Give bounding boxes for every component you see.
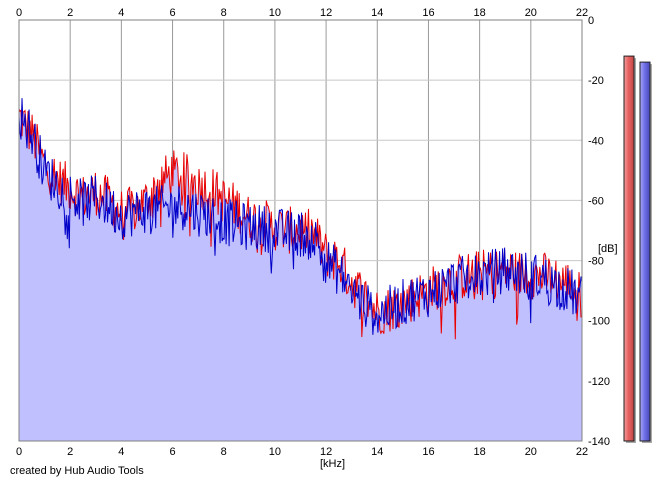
x-tick-label-top: 2	[67, 7, 73, 19]
x-tick-label-top: 14	[371, 7, 383, 19]
x-tick-labels-top: 0 2 4 6 8 10 12 14 16 18 20 22	[16, 7, 588, 19]
x-tick-label-bottom: 2	[67, 446, 73, 458]
y-tick-label: -60	[588, 195, 604, 207]
x-tick-label-top: 12	[320, 7, 332, 19]
y-tick-label: -80	[588, 256, 604, 268]
y-tick-label: -140	[588, 436, 610, 448]
x-tick-label-top: 22	[576, 7, 588, 19]
x-tick-label-bottom: 0	[16, 446, 22, 458]
y-tick-label: 0	[588, 15, 594, 27]
right-level-meter	[639, 61, 651, 442]
x-tick-label-bottom: 22	[576, 446, 588, 458]
x-tick-label-bottom: 4	[118, 446, 124, 458]
x-tick-label-bottom: 14	[371, 446, 383, 458]
x-tick-label-top: 20	[525, 7, 537, 19]
x-tick-label-bottom: 10	[269, 446, 281, 458]
left-level-meter	[623, 55, 635, 442]
x-tick-label-bottom: 20	[525, 446, 537, 458]
y-tick-labels: 0 -20 -40 -60 -80 -100 -120 -140	[588, 15, 610, 448]
y-tick-label: -120	[588, 376, 610, 388]
y-tick-label: -20	[588, 75, 604, 87]
y-axis-label: [dB]	[598, 243, 618, 255]
x-tick-label-top: 4	[118, 7, 124, 19]
level-meters	[623, 55, 652, 443]
x-tick-label-bottom: 16	[422, 446, 434, 458]
x-tick-labels-bottom: 0 2 4 6 8 10 12 14 16 18 20 22	[16, 446, 588, 458]
x-tick-label-top: 18	[474, 7, 486, 19]
y-tick-label: -100	[588, 316, 610, 328]
x-tick-label-top: 16	[422, 7, 434, 19]
right-channel-line	[18, 98, 583, 335]
x-tick-label-top: 8	[221, 7, 227, 19]
x-tick-label-top: 10	[269, 7, 281, 19]
credit-text: created by Hub Audio Tools	[10, 465, 144, 477]
y-tick-label: -40	[588, 135, 604, 147]
right-channel-series	[18, 98, 583, 335]
x-tick-label-top: 0	[16, 7, 22, 19]
plot-border	[18, 19, 583, 442]
x-tick-label-bottom: 18	[474, 446, 486, 458]
x-axis-label: [kHz]	[320, 458, 345, 470]
x-tick-label-bottom: 6	[169, 446, 175, 458]
x-tick-label-bottom: 8	[221, 446, 227, 458]
x-tick-label-top: 6	[169, 7, 175, 19]
x-tick-label-bottom: 12	[320, 446, 332, 458]
